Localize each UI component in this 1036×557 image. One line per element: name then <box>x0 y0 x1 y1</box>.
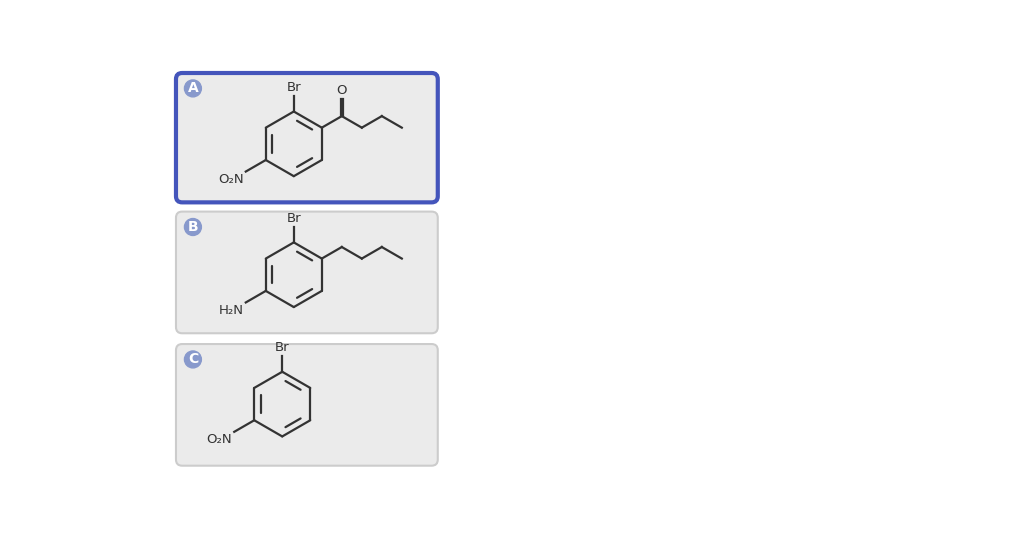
FancyBboxPatch shape <box>176 73 438 202</box>
Text: Br: Br <box>287 212 301 224</box>
Text: O₂N: O₂N <box>218 173 243 186</box>
Circle shape <box>184 351 201 368</box>
Text: C: C <box>188 353 198 367</box>
Text: Br: Br <box>275 341 289 354</box>
Text: O: O <box>337 84 347 97</box>
FancyBboxPatch shape <box>176 212 438 333</box>
Text: A: A <box>188 81 198 95</box>
Circle shape <box>184 218 201 236</box>
Text: B: B <box>188 220 198 234</box>
Text: Br: Br <box>287 81 301 94</box>
Text: O₂N: O₂N <box>206 433 232 446</box>
Circle shape <box>184 80 201 97</box>
Text: H₂N: H₂N <box>219 304 243 317</box>
FancyBboxPatch shape <box>176 344 438 466</box>
